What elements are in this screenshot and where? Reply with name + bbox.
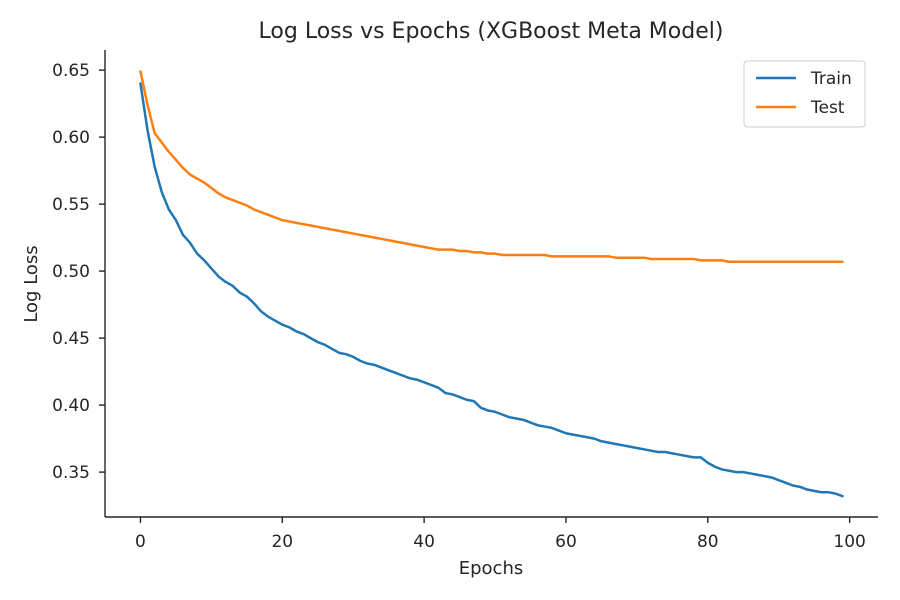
x-tick-label: 100 xyxy=(833,532,865,552)
x-axis-label: Epochs xyxy=(459,558,524,579)
y-tick-label: 0.50 xyxy=(52,262,90,282)
y-axis-label: Log Loss xyxy=(21,245,42,322)
y-tick-label: 0.40 xyxy=(52,396,90,416)
x-tick-label: 0 xyxy=(135,532,146,552)
y-tick-label: 0.60 xyxy=(52,128,90,148)
legend-label-test: Test xyxy=(810,98,845,118)
legend: Train Test xyxy=(743,60,866,128)
series-line-train xyxy=(139,82,844,498)
y-tick-label: 0.55 xyxy=(52,195,90,215)
y-tick-label: 0.65 xyxy=(52,61,90,81)
plot-lines xyxy=(139,70,844,498)
y-tick-label: 0.35 xyxy=(52,463,90,483)
x-tick-label: 60 xyxy=(555,532,577,552)
x-tick-label: 80 xyxy=(697,532,719,552)
series-line-test xyxy=(139,70,844,263)
x-tick-label: 20 xyxy=(271,532,293,552)
legend-label-train: Train xyxy=(810,69,852,89)
x-tick-label: 40 xyxy=(413,532,435,552)
chart-title: Log Loss vs Epochs (XGBoost Meta Model) xyxy=(259,19,724,44)
axis-ticks: 0 20 40 60 80 100 0.35 0.40 0.45 0.50 0.55 0.60 0.65 xyxy=(52,61,866,552)
y-tick-label: 0.45 xyxy=(52,329,90,349)
